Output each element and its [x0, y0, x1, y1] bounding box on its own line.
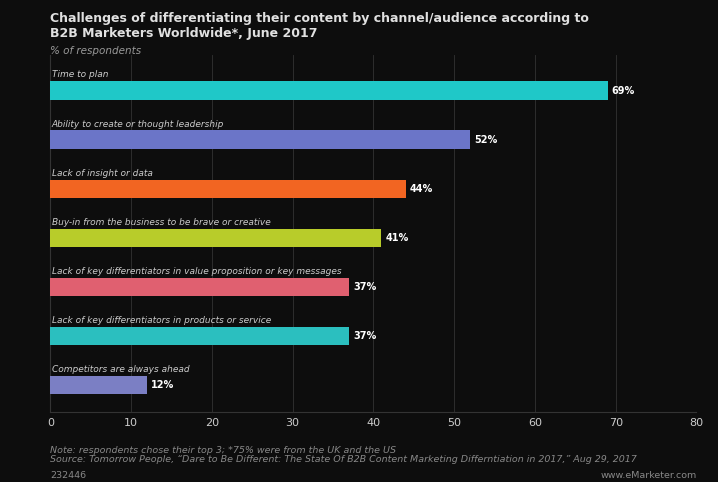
Bar [50, 81, 607, 100]
Text: Ability to create or thought leadership: Ability to create or thought leadership [52, 120, 224, 129]
Text: Competitors are always ahead: Competitors are always ahead [52, 365, 190, 374]
Bar [50, 376, 147, 394]
Text: 69%: 69% [612, 86, 635, 96]
Text: 232446: 232446 [50, 471, 86, 481]
Text: Lack of key differentiators in value proposition or key messages: Lack of key differentiators in value pro… [52, 267, 342, 276]
Text: % of respondents: % of respondents [50, 46, 141, 56]
Bar [50, 278, 349, 296]
Text: Note: respondents chose their top 3; *75% were from the UK and the US: Note: respondents chose their top 3; *75… [50, 446, 396, 455]
Text: Challenges of differentiating their content by channel/audience according to: Challenges of differentiating their cont… [50, 12, 589, 25]
Text: 12%: 12% [151, 380, 174, 390]
Text: Lack of insight or data: Lack of insight or data [52, 169, 153, 177]
Text: 44%: 44% [410, 184, 433, 194]
Text: 37%: 37% [353, 331, 376, 341]
Bar [50, 327, 349, 346]
Text: Source: Tomorrow People, “Dare to Be Different: The State Of B2B Content Marketi: Source: Tomorrow People, “Dare to Be Dif… [50, 455, 637, 465]
Bar [50, 131, 470, 149]
Text: B2B Marketers Worldwide*, June 2017: B2B Marketers Worldwide*, June 2017 [50, 27, 318, 40]
Bar [50, 180, 406, 198]
Text: www.eMarketer.com: www.eMarketer.com [600, 471, 696, 481]
Text: 37%: 37% [353, 282, 376, 292]
Text: Lack of key differentiators in products or service: Lack of key differentiators in products … [52, 316, 271, 325]
Bar [50, 228, 381, 247]
Text: Time to plan: Time to plan [52, 70, 108, 80]
Text: Buy-in from the business to be brave or creative: Buy-in from the business to be brave or … [52, 218, 271, 227]
Text: 41%: 41% [386, 233, 409, 243]
Text: 52%: 52% [475, 135, 498, 145]
